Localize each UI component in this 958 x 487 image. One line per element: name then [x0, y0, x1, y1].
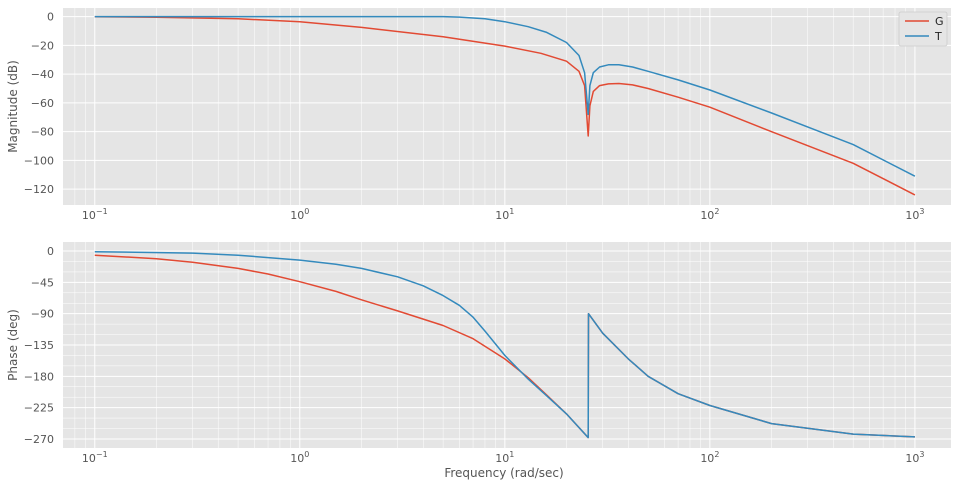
y-tick-label: −80	[31, 126, 54, 139]
y-tick-label: −100	[24, 154, 54, 167]
y-tick-label: −180	[24, 370, 54, 383]
x-tick-label: 10−1	[82, 450, 108, 465]
y-tick-label: −135	[24, 339, 54, 352]
y-tick-label: −60	[31, 97, 54, 110]
y-tick-label: −270	[24, 433, 54, 446]
x-tick-label: 100	[290, 207, 309, 222]
x-tick-label: 103	[905, 450, 924, 465]
x-tick-label: 102	[700, 207, 719, 222]
phase-panel: 10−1 100 101 102 103 0 −45 −90 −135 −180 −225 −270…	[6, 242, 951, 480]
magnitude-series	[94, 15, 916, 196]
x-tick-label: 102	[700, 450, 719, 465]
y-tick-label: −20	[31, 39, 54, 52]
y-tick-label: 0	[47, 245, 54, 258]
series-line-t	[94, 250, 915, 439]
phase-y-tick-labels: 0 −45 −90 −135 −180 −225 −270	[24, 245, 54, 446]
magnitude-panel: 10−1 100 101 102 103 0 −20 −40 −60 −80 −100 −120 M…	[6, 8, 951, 222]
x-tick-label: 10−1	[82, 207, 108, 222]
y-tick-label: −40	[31, 68, 54, 81]
phase-x-tick-labels: 10−1 100 101 102 103	[82, 450, 925, 465]
x-tick-label: 100	[290, 450, 309, 465]
magnitude-y-tick-labels: 0 −20 −40 −60 −80 −100 −120	[24, 11, 54, 197]
x-tick-label: 101	[495, 207, 514, 222]
magnitude-x-tick-labels: 10−1 100 101 102 103	[82, 207, 925, 222]
x-tick-label: 103	[905, 207, 924, 222]
phase-series	[94, 250, 915, 439]
legend-label-g: G	[935, 15, 944, 28]
y-tick-label: −45	[31, 276, 54, 289]
y-tick-label: −225	[24, 402, 54, 415]
magnitude-minor-gridlines	[74, 8, 906, 205]
phase-y-axis-title: Phase (deg)	[6, 309, 20, 381]
series-line-g	[94, 16, 916, 196]
y-tick-label: 0	[47, 11, 54, 24]
legend-label-t: T	[934, 30, 942, 43]
magnitude-y-axis-title: Magnitude (dB)	[6, 60, 20, 153]
legend: G T	[898, 11, 948, 47]
magnitude-plot-area	[63, 8, 951, 205]
y-tick-label: −90	[31, 308, 54, 321]
y-tick-label: −120	[24, 183, 54, 196]
series-line-t	[94, 15, 916, 177]
x-tick-label: 101	[495, 450, 514, 465]
phase-x-axis-title: Frequency (rad/sec)	[444, 466, 563, 480]
phase-major-gridlines	[63, 242, 951, 448]
